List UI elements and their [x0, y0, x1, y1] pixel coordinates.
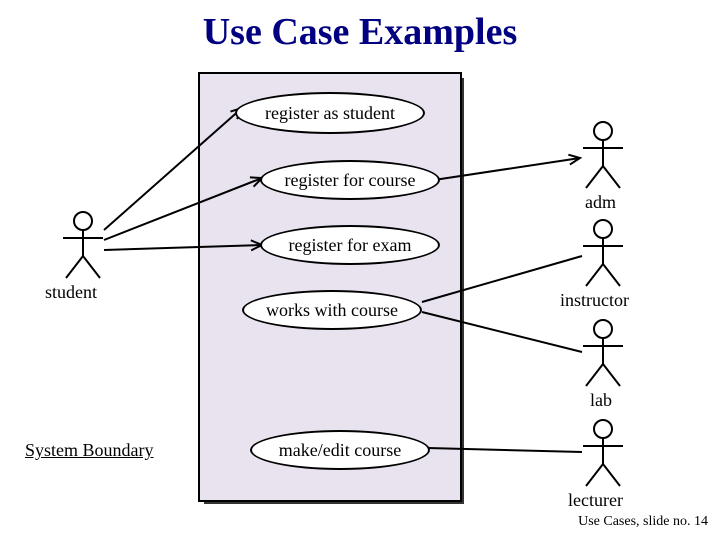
- slide-caption: Use Cases, slide no. 14: [578, 514, 708, 530]
- usecase-make-edit: make/edit course: [250, 430, 430, 470]
- usecase-register-exam: register for exam: [260, 225, 440, 265]
- usecase-register-student: register as student: [235, 92, 425, 134]
- actor-label-lecturer: lecturer: [568, 490, 623, 511]
- page-title: Use Case Examples: [0, 10, 720, 54]
- actor-label-instructor: instructor: [560, 290, 629, 311]
- actor-label-lab: lab: [590, 390, 612, 411]
- usecase-label: register as student: [265, 103, 395, 124]
- actor-icon: [580, 218, 626, 288]
- actor-icon: [580, 418, 626, 488]
- actor-icon: [580, 318, 626, 388]
- usecase-label: works with course: [266, 300, 398, 321]
- usecase-label: register for course: [285, 170, 416, 191]
- usecase-label: make/edit course: [279, 440, 401, 461]
- actor-icon: [60, 210, 106, 280]
- actor-label-adm: adm: [585, 192, 616, 213]
- diagram-stage: Use Case Examples register as student re…: [0, 0, 720, 540]
- actor-icon: [580, 120, 626, 190]
- usecase-works-course: works with course: [242, 290, 422, 330]
- usecase-register-course: register for course: [260, 160, 440, 200]
- system-boundary-label: System Boundary: [25, 440, 154, 461]
- usecase-label: register for exam: [289, 235, 412, 256]
- actor-label-student: student: [45, 282, 97, 303]
